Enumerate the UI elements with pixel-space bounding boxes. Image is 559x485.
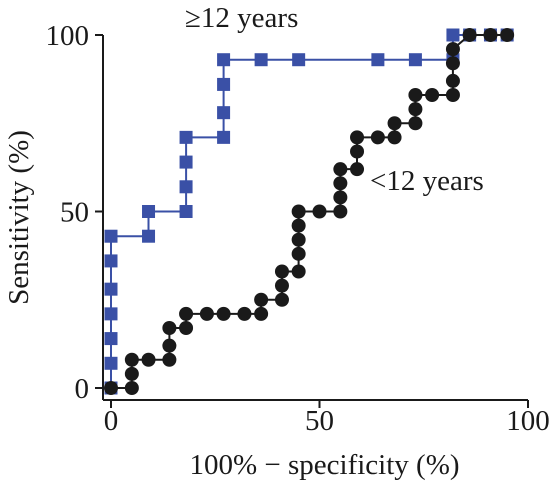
data-point-circle: [408, 102, 423, 117]
y-tick-label: 0: [75, 373, 90, 405]
data-point-square: [217, 106, 231, 120]
y-tick-label: 100: [46, 20, 90, 52]
data-point-square: [142, 205, 156, 218]
data-point-square: [179, 205, 193, 218]
data-point-square: [217, 77, 231, 91]
axes: [95, 34, 529, 408]
data-point-circle: [408, 88, 423, 103]
data-point-circle: [333, 204, 348, 219]
data-point-circle: [387, 130, 402, 145]
series-layer: [104, 28, 515, 395]
data-point-circle: [333, 176, 348, 191]
data-point-square: [179, 180, 193, 194]
x-tick-label: 100: [506, 405, 550, 437]
series-lt12-years: [104, 28, 515, 395]
series-label-lt12: <12 years: [370, 165, 484, 197]
data-point-square: [371, 53, 385, 67]
data-point-circle: [179, 320, 194, 335]
data-point-square: [104, 254, 118, 268]
labels-layer: 0 50 100 0 50 100 100% − specificity (%) Sensit…: [3, 2, 550, 481]
data-point-square: [408, 53, 422, 67]
data-point-circle: [291, 218, 306, 233]
data-point-circle: [500, 28, 515, 42]
data-point-square: [254, 53, 268, 67]
y-tick-label: 50: [60, 197, 89, 229]
data-point-square: [217, 130, 231, 144]
data-point-circle: [370, 130, 385, 145]
x-tick-label: 0: [104, 405, 119, 437]
data-point-circle: [462, 28, 477, 42]
data-point-circle: [387, 116, 402, 131]
data-point-circle: [274, 278, 289, 293]
data-point-circle: [445, 88, 460, 103]
data-point-square: [292, 53, 306, 67]
data-point-circle: [274, 292, 289, 307]
data-point-circle: [124, 366, 139, 381]
data-point-circle: [333, 162, 348, 177]
data-point-circle: [291, 204, 306, 219]
data-point-circle: [350, 144, 365, 159]
data-point-square: [104, 332, 118, 346]
data-point-circle: [483, 28, 498, 42]
data-point-square: [142, 229, 156, 243]
data-point-circle: [274, 264, 289, 279]
data-point-circle: [350, 162, 365, 177]
data-point-circle: [124, 381, 139, 395]
data-point-circle: [312, 204, 327, 219]
data-point-circle: [124, 352, 139, 367]
y-axis-label: Sensitivity (%): [3, 130, 35, 305]
data-point-square: [179, 155, 193, 169]
data-point-circle: [254, 306, 269, 321]
data-point-circle: [291, 246, 306, 261]
data-point-circle: [237, 306, 252, 321]
data-point-circle: [141, 352, 156, 367]
data-point-circle: [408, 116, 423, 131]
data-point-circle: [162, 320, 177, 335]
data-point-circle: [199, 306, 214, 321]
data-point-circle: [216, 306, 231, 321]
data-point-square: [217, 53, 231, 67]
data-point-circle: [445, 73, 460, 88]
data-point-square: [104, 282, 118, 296]
data-point-square: [179, 130, 193, 144]
x-axis-label: 100% − specificity (%): [189, 449, 459, 481]
data-point-circle: [291, 232, 306, 247]
x-tick-label: 50: [305, 405, 334, 437]
data-point-square: [446, 28, 460, 42]
data-point-circle: [162, 338, 177, 353]
data-point-circle: [350, 130, 365, 145]
data-point-circle: [333, 190, 348, 205]
series-ge12-years: [104, 28, 514, 395]
data-point-circle: [104, 381, 118, 395]
data-point-circle: [445, 56, 460, 71]
series-label-ge12: ≥12 years: [185, 2, 298, 34]
data-point-square: [104, 229, 118, 243]
data-point-circle: [179, 306, 194, 321]
data-point-circle: [162, 352, 177, 367]
data-point-circle: [254, 292, 269, 307]
data-point-circle: [425, 88, 440, 103]
data-point-square: [104, 307, 118, 321]
data-point-circle: [291, 264, 306, 279]
data-point-circle: [445, 42, 460, 57]
data-point-square: [104, 356, 118, 370]
